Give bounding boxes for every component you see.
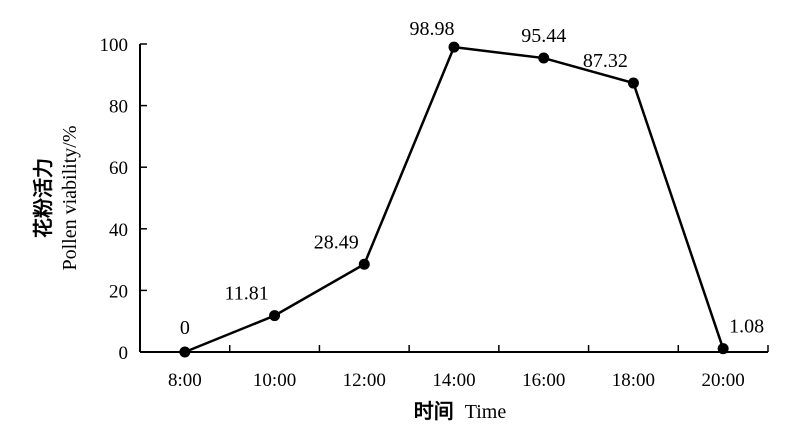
data-label: 87.32 xyxy=(583,50,628,72)
x-tick-label: 14:00 xyxy=(432,370,475,391)
y-tick-label: 0 xyxy=(119,343,129,364)
x-axis-title-cn: 时间 xyxy=(414,400,454,423)
x-axis-title-en: Time xyxy=(465,401,507,423)
data-point xyxy=(358,258,370,270)
x-tick-label: 16:00 xyxy=(522,370,565,391)
series-line xyxy=(184,45,725,354)
y-tick-label: 100 xyxy=(100,35,129,56)
data-label: 98.98 xyxy=(410,18,455,40)
data-point xyxy=(717,343,729,355)
data-label: 11.81 xyxy=(224,283,268,305)
data-point xyxy=(627,77,639,89)
y-axis-title: 花粉活力 Pollen viability/% xyxy=(31,126,81,271)
y-axis-title-en: Pollen viability/% xyxy=(59,126,81,271)
data-point xyxy=(448,41,460,53)
x-tick-label: 8:00 xyxy=(168,370,202,391)
data-point xyxy=(179,346,191,358)
y-ticks: 0 20 40 60 80 100 xyxy=(100,35,147,364)
data-point xyxy=(538,52,550,64)
y-tick-label: 80 xyxy=(109,97,128,118)
x-tick-label: 12:00 xyxy=(343,370,386,391)
data-label: 1.08 xyxy=(729,316,764,338)
data-labels: 0 11.81 28.49 98.98 95.44 87.32 1.08 xyxy=(180,18,764,339)
x-tick-label: 10:00 xyxy=(253,370,296,391)
data-label: 0 xyxy=(180,317,190,339)
x-ticks: 8:00 10:00 12:00 14:00 16:00 18:00 20:00 xyxy=(168,345,769,391)
axes xyxy=(139,44,768,353)
data-label: 28.49 xyxy=(314,231,359,253)
data-label: 95.44 xyxy=(521,25,566,47)
x-tick-label: 20:00 xyxy=(702,370,745,391)
y-axis-title-cn: 花粉活力 xyxy=(31,158,55,238)
y-tick-label: 40 xyxy=(109,220,128,241)
x-axis-title: 时间 Time xyxy=(414,400,507,423)
y-tick-label: 60 xyxy=(109,158,128,179)
data-point xyxy=(269,310,281,322)
x-tick-label: 18:00 xyxy=(612,370,655,391)
y-tick-label: 20 xyxy=(109,281,128,302)
series xyxy=(179,41,729,358)
